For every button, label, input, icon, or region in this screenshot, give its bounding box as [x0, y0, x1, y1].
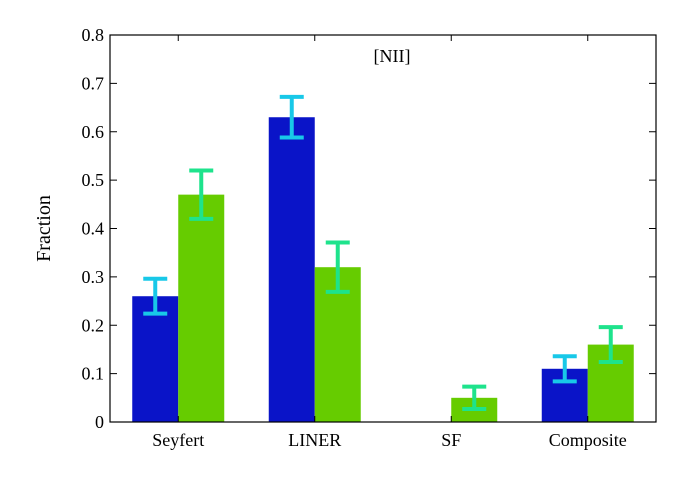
x-tick-label-liner: LINER: [288, 430, 341, 450]
error-bar-liner-series-2: [325, 240, 350, 294]
error-bar-liner-series-1: [279, 94, 304, 140]
bars-layer: [132, 117, 634, 423]
error-bar-composite-series-1: [552, 354, 577, 384]
chart-annotation: [NII]: [374, 46, 411, 66]
error-bar-seyfert-series-2: [189, 168, 214, 221]
y-tick-label: 0.1: [82, 364, 105, 384]
y-tick-label: 0: [95, 412, 104, 432]
y-axis-label: Fraction: [33, 195, 55, 262]
y-tick-label: 0.4: [82, 219, 105, 239]
ticks-layer: Seyfert LINER SF Composite 0 0.1 0.2 0.3 0.4 0.5 0…: [82, 25, 656, 450]
error-bar-sf-series-2: [462, 384, 487, 411]
x-tick-label-seyfert: Seyfert: [152, 430, 204, 450]
y-tick-label: 0.5: [82, 170, 105, 190]
bar-seyfert-series-2: [178, 194, 225, 422]
x-tick-label-sf: SF: [441, 430, 461, 450]
y-tick-label: 0.2: [82, 315, 105, 335]
error-bar-seyfert-series-1: [143, 276, 168, 316]
error-bar-composite-series-2: [598, 325, 623, 365]
y-tick-label: 0.6: [82, 122, 105, 142]
bar-liner-series-1: [268, 117, 315, 423]
y-tick-label: 0.7: [82, 73, 105, 93]
y-tick-label: 0.3: [82, 267, 105, 287]
error-bars-layer: [143, 94, 623, 411]
x-tick-label-composite: Composite: [549, 430, 627, 450]
y-tick-label: 0.8: [82, 25, 105, 45]
bar-seyfert-series-1: [132, 296, 179, 422]
